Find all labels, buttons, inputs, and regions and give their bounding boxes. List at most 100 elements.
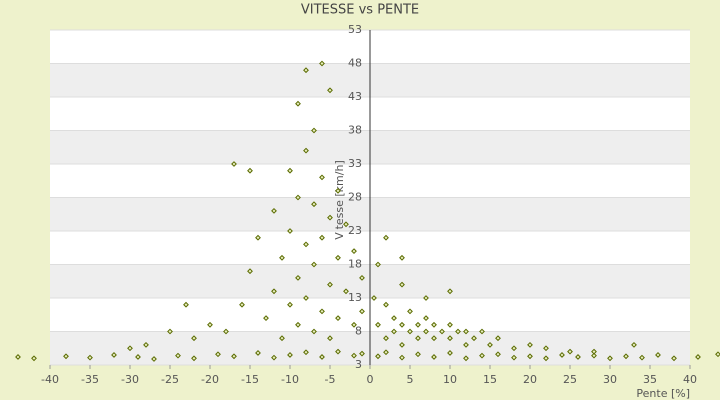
point — [143, 341, 149, 348]
point — [527, 353, 533, 360]
point — [311, 261, 317, 268]
point — [399, 354, 405, 361]
point — [247, 268, 253, 275]
point — [63, 353, 69, 360]
point — [335, 348, 341, 355]
point — [167, 328, 173, 335]
point — [359, 274, 365, 281]
point — [415, 321, 421, 328]
point — [191, 335, 197, 342]
point — [423, 295, 429, 301]
point — [319, 234, 325, 241]
point — [279, 335, 285, 342]
x-tick-label: -5 — [325, 373, 336, 386]
y-tick-label: 53 — [348, 23, 362, 36]
point — [567, 348, 573, 355]
point — [375, 353, 381, 360]
point — [207, 321, 213, 328]
point — [319, 174, 325, 181]
point — [655, 352, 661, 358]
point — [447, 335, 453, 342]
x-tick-label: 25 — [563, 373, 577, 386]
point — [463, 328, 469, 335]
point — [231, 161, 237, 167]
x-tick-label: -10 — [281, 373, 299, 386]
point — [399, 341, 405, 348]
point — [455, 328, 461, 335]
point — [575, 354, 581, 360]
point — [463, 355, 469, 362]
point — [399, 254, 405, 261]
point — [295, 194, 301, 201]
point — [543, 345, 549, 352]
point — [591, 352, 597, 359]
point — [383, 234, 389, 241]
point — [271, 207, 277, 214]
point — [415, 351, 421, 358]
point — [407, 328, 413, 335]
point — [371, 295, 377, 301]
y-tick-label: 48 — [348, 57, 362, 70]
point — [319, 354, 325, 360]
point — [287, 228, 293, 234]
point — [671, 355, 677, 362]
y-tick-label: 28 — [348, 191, 362, 204]
point — [431, 321, 437, 328]
point — [343, 221, 349, 228]
point — [295, 100, 301, 107]
point — [303, 67, 309, 74]
y-tick-label: 23 — [348, 224, 362, 237]
point — [423, 328, 429, 335]
point — [319, 60, 325, 67]
x-tick-label: -15 — [241, 373, 259, 386]
point — [359, 308, 365, 315]
point — [263, 315, 269, 322]
point — [375, 321, 381, 328]
point — [295, 321, 301, 328]
point — [447, 321, 453, 328]
point — [319, 308, 325, 315]
point — [415, 335, 421, 342]
point — [255, 350, 261, 356]
x-tick-label: 35 — [643, 373, 657, 386]
y-tick-label: 33 — [348, 157, 362, 170]
point — [407, 308, 413, 315]
point — [335, 187, 341, 194]
point — [231, 353, 237, 360]
point — [631, 341, 637, 348]
point — [311, 127, 317, 134]
point — [447, 288, 453, 295]
point — [151, 356, 157, 362]
point — [239, 301, 245, 308]
point — [287, 167, 293, 174]
point — [383, 301, 389, 308]
point — [335, 254, 341, 261]
x-tick-label: -40 — [41, 373, 59, 386]
point — [351, 321, 357, 328]
point — [311, 201, 317, 208]
point — [351, 352, 357, 359]
x-tick-label: 40 — [683, 373, 697, 386]
y-tick-label: 8 — [355, 325, 362, 338]
point — [111, 352, 117, 358]
y-axis-label: Vitesse [km/h] — [333, 160, 346, 240]
point — [391, 315, 397, 322]
x-tick-label: -25 — [161, 373, 179, 386]
point — [439, 328, 445, 335]
point — [127, 345, 133, 352]
point — [383, 335, 389, 342]
point — [183, 301, 189, 308]
point — [511, 354, 517, 361]
point — [287, 352, 293, 358]
point — [351, 248, 357, 255]
x-tick-label: 20 — [523, 373, 537, 386]
point — [327, 335, 333, 342]
point — [303, 241, 309, 248]
point — [327, 281, 333, 288]
point — [607, 355, 613, 362]
point — [87, 354, 93, 361]
point — [479, 328, 485, 335]
point — [495, 351, 501, 358]
point — [399, 281, 405, 288]
